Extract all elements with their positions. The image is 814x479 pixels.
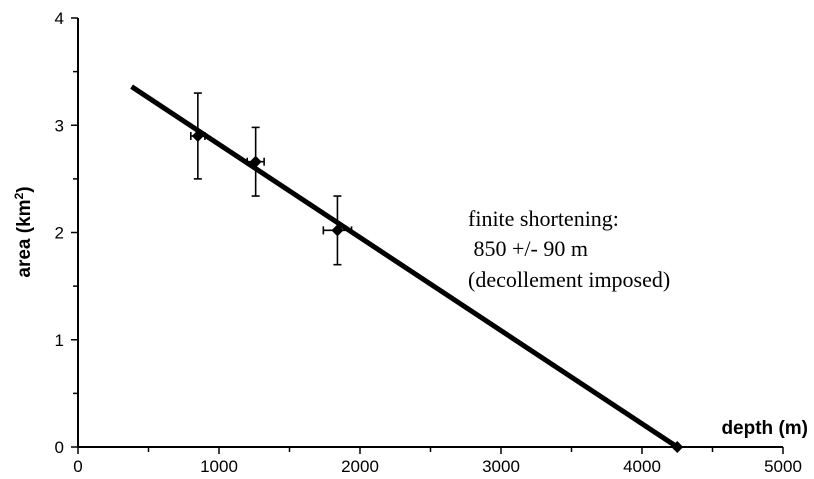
annotation-line-1: finite shortening:: [468, 206, 619, 231]
x-tick-label: 0: [73, 457, 82, 476]
x-axis-title: depth (m): [721, 418, 808, 439]
y-tick-label: 4: [55, 9, 64, 28]
data-point: [671, 441, 684, 453]
y-axis-title-main: area (km: [14, 199, 35, 277]
x-tick-label: 1000: [200, 457, 238, 476]
x-tick-label: 4000: [623, 457, 661, 476]
fit-line-group: [130, 84, 679, 450]
data-point: [191, 129, 204, 142]
y-tick-label: 2: [55, 224, 64, 243]
x-tick-label: 3000: [482, 457, 520, 476]
annotation-line-3: (decollement imposed): [468, 267, 670, 292]
y-tick-label: 0: [55, 438, 64, 457]
data-points: [191, 129, 684, 453]
annotation-line-2: 850 +/- 90 m: [468, 236, 588, 261]
x-tick-labels: 0 1000 2000 3000 4000 5000: [73, 457, 802, 476]
data-point: [249, 155, 262, 168]
y-axis-title: area (km2): [12, 186, 35, 277]
fit-line: [130, 84, 679, 450]
y-tick-label: 1: [55, 331, 64, 350]
y-axis-title-superscript: 2: [12, 192, 26, 199]
x-tick-label: 2000: [341, 457, 379, 476]
y-tick-labels: 0 1 2 3 4: [55, 9, 64, 457]
axes: [71, 17, 784, 454]
y-tick-label: 3: [55, 116, 64, 135]
y-axis-title-close: ): [14, 186, 35, 192]
data-point: [331, 224, 344, 237]
x-tick-label: 5000: [764, 457, 802, 476]
